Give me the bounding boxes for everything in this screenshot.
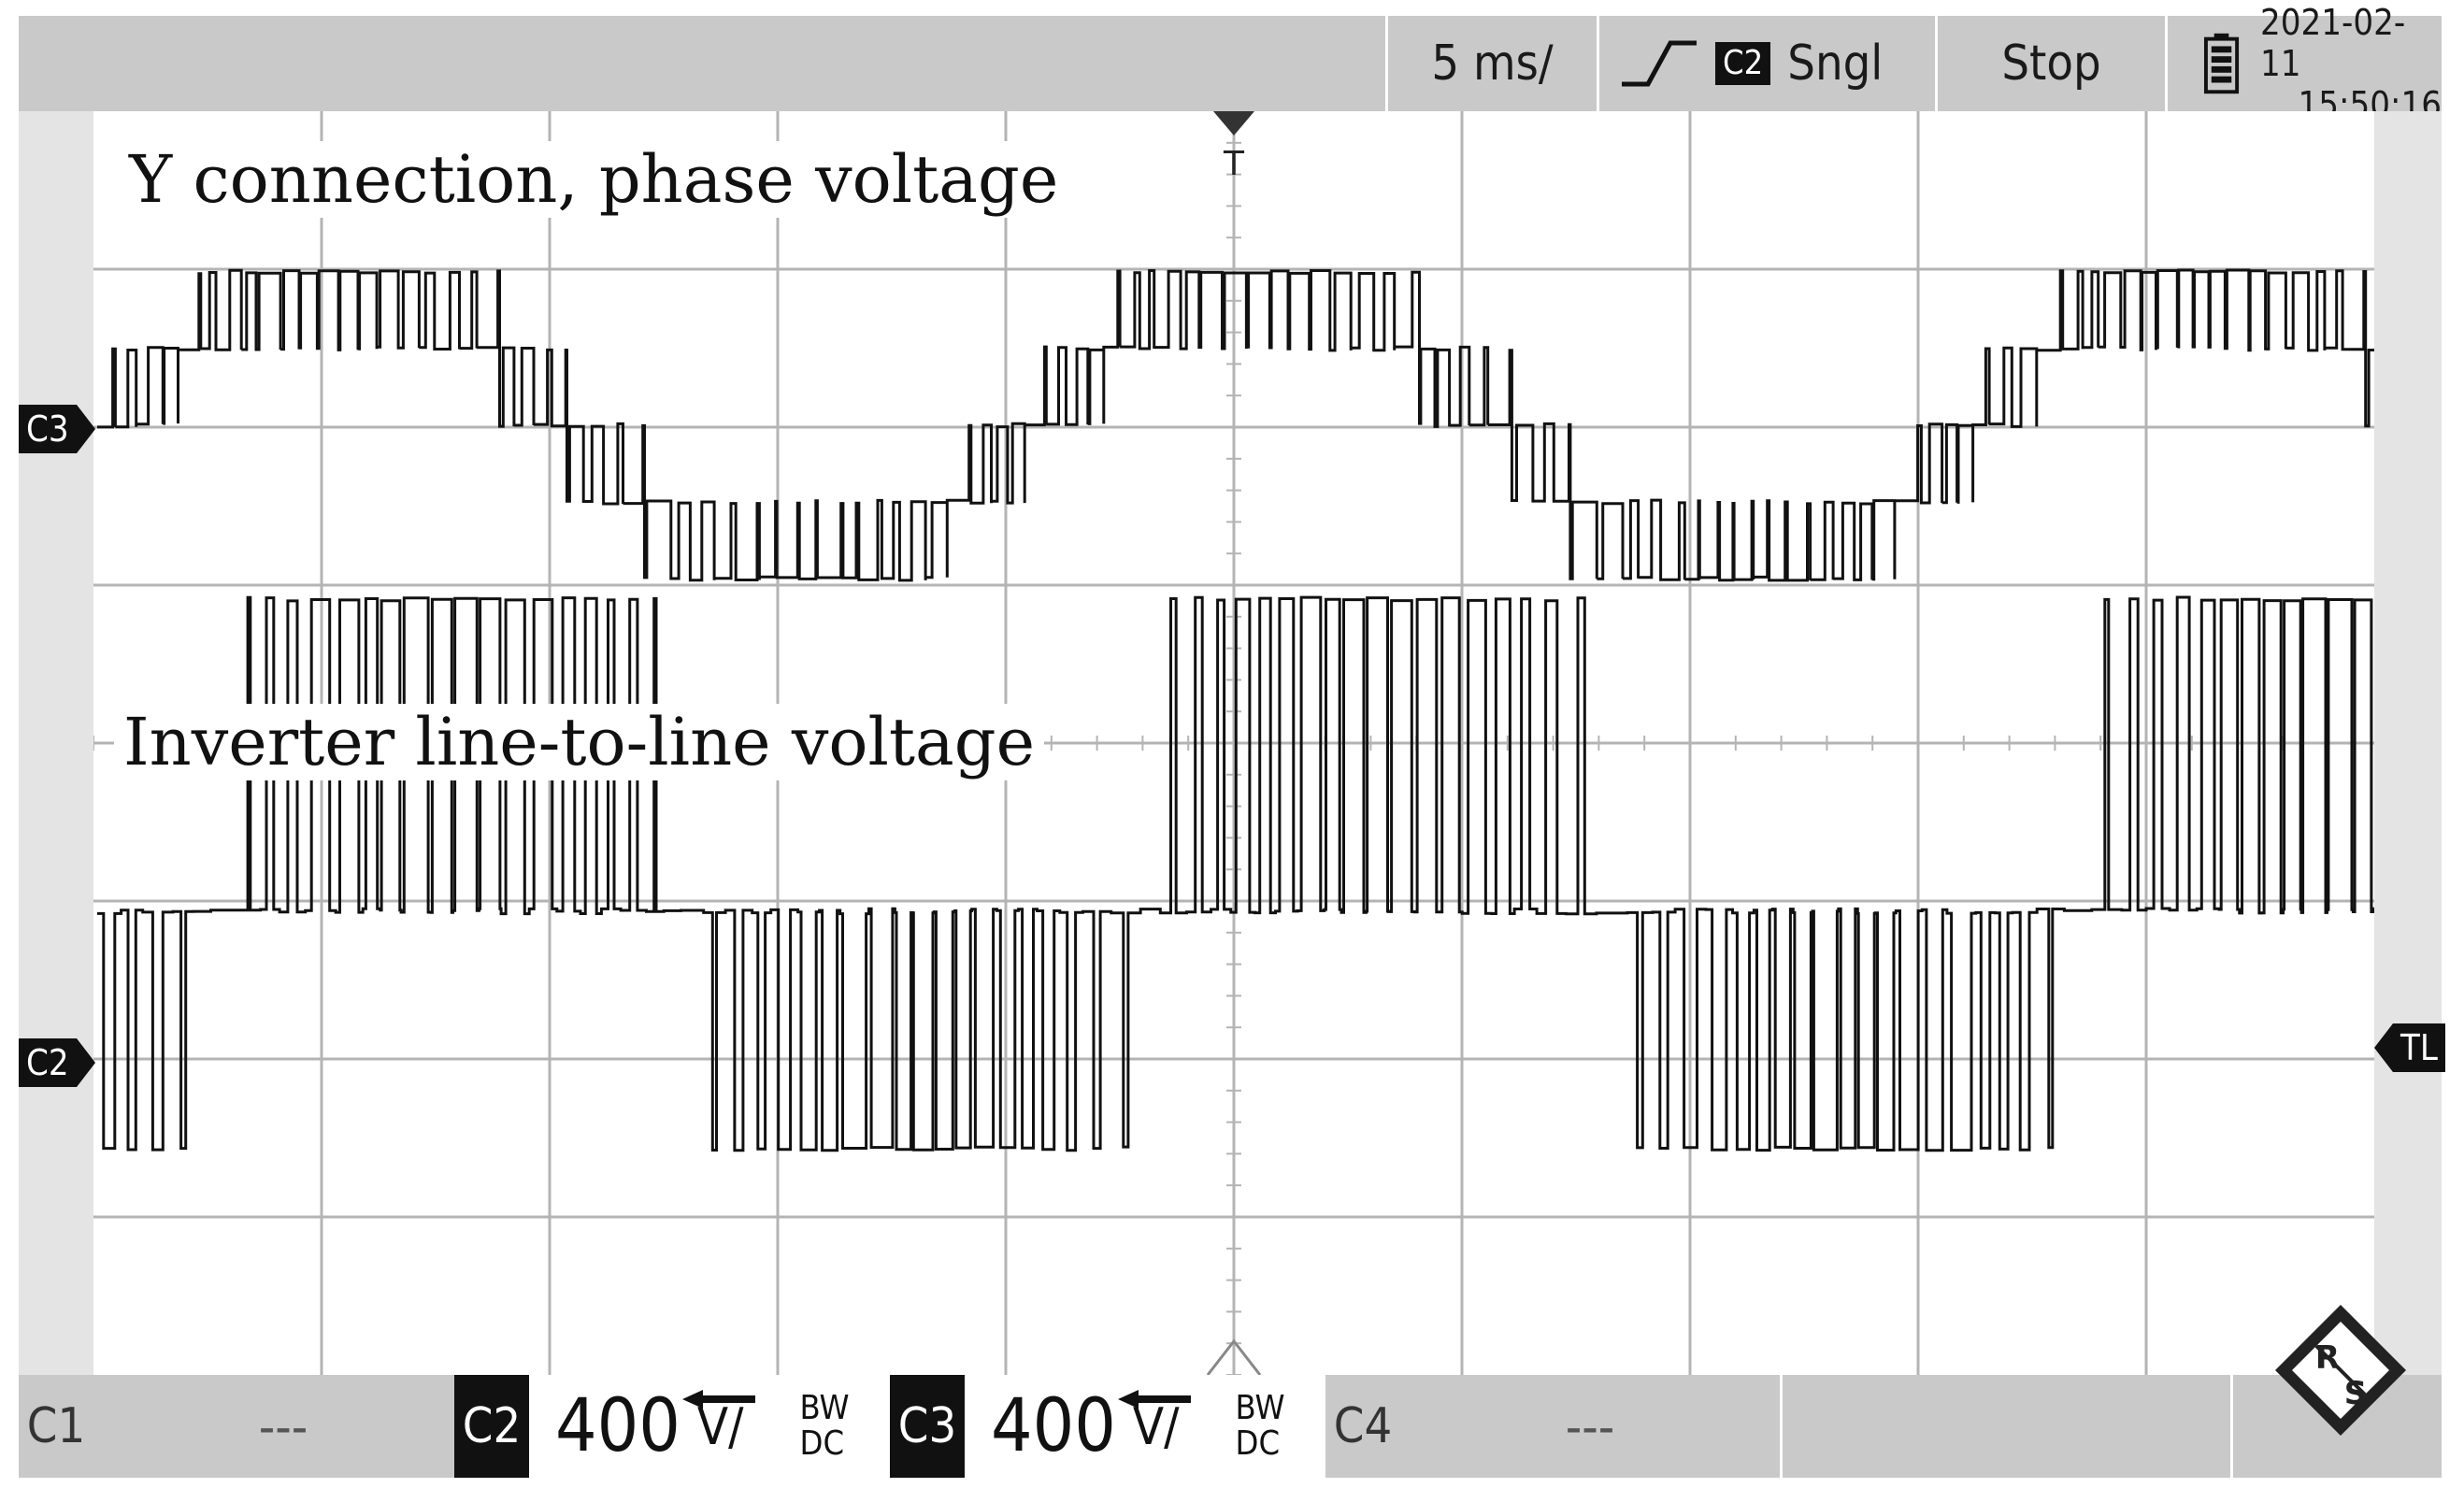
status-bar: 5 ms/ C2 Sngl Stop 2021-02-11 15:50:16	[19, 2, 2442, 125]
channel-c1[interactable]: C1	[19, 1375, 93, 1478]
bar-divider	[2230, 1375, 2233, 1478]
trigger-level-marker[interactable]: TL	[2374, 1023, 2445, 1072]
phase-voltage-trace	[97, 268, 2374, 582]
channel-c2-unit: V/	[696, 1396, 744, 1456]
channel-c2-coupling: DC	[799, 1424, 845, 1463]
channel-c4-value-cell[interactable]: ---	[1400, 1375, 1780, 1478]
run-stop-button[interactable]: Stop	[1935, 16, 2165, 111]
logo-letter-s: S	[2344, 1375, 2368, 1412]
channel-c2-bw-label: BW	[799, 1389, 850, 1427]
rising-edge-icon	[1622, 40, 1697, 87]
waveform-display[interactable]: T Y connection, phase voltage Inverter l…	[93, 111, 2374, 1375]
timebase-display[interactable]: 5 ms/	[1385, 16, 1597, 111]
date-label: 2021-02-11	[2260, 2, 2406, 84]
line-to-line-voltage-trace	[97, 595, 2374, 1152]
trigger-position-marker[interactable]	[1213, 111, 1254, 136]
upper-trace-annotation: Y connection, phase voltage	[120, 141, 1068, 218]
channel-c3-coupling: DC	[1235, 1424, 1281, 1463]
channel-c3-label: C3	[890, 1375, 965, 1478]
channel-c4-value: ---	[1565, 1396, 1615, 1456]
channel-c4[interactable]: C4	[1325, 1375, 1400, 1478]
channel-c1-label: C1	[26, 1398, 86, 1454]
lower-trace-annotation: Inverter line-to-line voltage	[114, 704, 1045, 780]
rs-logo: R S	[2275, 1305, 2406, 1436]
channel-c3-scale: 400	[991, 1384, 1116, 1468]
trigger-source-badge: C2	[1715, 42, 1771, 85]
trigger-bottom-marker	[1206, 1338, 1262, 1375]
right-marker-bar	[2374, 111, 2442, 1375]
bar-divider	[1780, 1375, 1783, 1478]
probe-arrow-icon	[1117, 1390, 1191, 1409]
channel-c2-bw: BW DC	[800, 1391, 850, 1462]
timebase-value: 5 ms/	[1431, 36, 1554, 92]
channel-c2[interactable]: C2 400 V/ BW DC	[454, 1375, 890, 1478]
battery-icon	[2203, 33, 2240, 94]
left-marker-bar	[19, 111, 93, 1375]
trigger-mode: Sngl	[1787, 36, 1884, 92]
c3-offset-marker[interactable]: C3	[19, 405, 95, 453]
channel-c2-label: C2	[454, 1375, 529, 1478]
trigger-settings[interactable]: C2 Sngl	[1597, 16, 1935, 111]
probe-arrow-icon	[681, 1390, 755, 1409]
datetime-display: 2021-02-11 15:50:16	[2165, 2, 2442, 125]
channel-c2-scale: 400	[555, 1384, 680, 1468]
logo-letter-r: R	[2315, 1339, 2340, 1377]
channel-bar: C1 --- C2 400 V/ BW DC C3 400 V/ BW DC C…	[19, 1375, 2442, 1478]
trigger-position-label: T	[1223, 145, 1245, 183]
channel-c1-value: ---	[258, 1396, 308, 1456]
channel-c3[interactable]: C3 400 V/ BW DC	[890, 1375, 1325, 1478]
channel-c3-unit: V/	[1132, 1396, 1180, 1456]
run-state-label: Stop	[2001, 36, 2101, 92]
channel-c4-label: C4	[1333, 1398, 1393, 1454]
channel-c3-bw-label: BW	[1235, 1389, 1285, 1427]
channel-c3-bw: BW DC	[1236, 1391, 1285, 1462]
channel-c1-value-cell[interactable]: ---	[93, 1375, 473, 1478]
c2-offset-marker[interactable]: C2	[19, 1038, 95, 1087]
